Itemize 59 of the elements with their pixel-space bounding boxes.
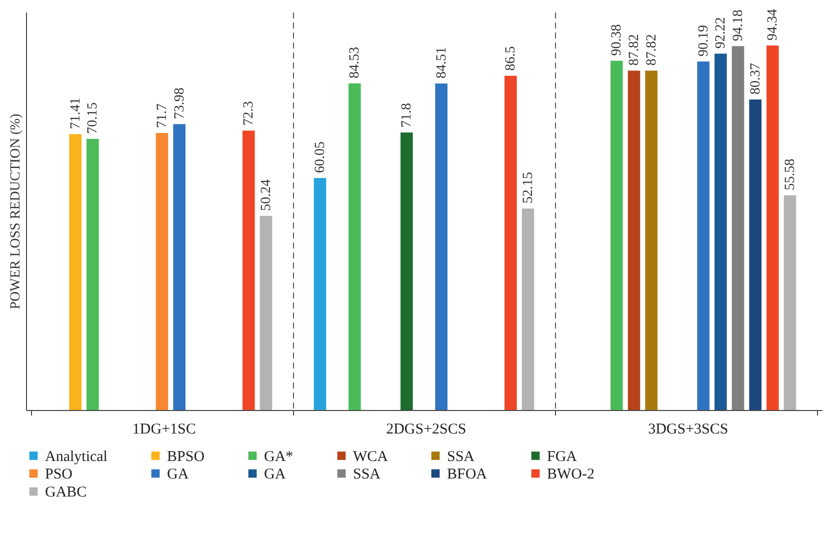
data-label: 71.8 [400, 103, 415, 128]
legend-label: Analytical [45, 448, 108, 465]
data-label: 60.05 [313, 141, 328, 173]
bar [242, 130, 255, 410]
data-label: 55.58 [782, 158, 798, 190]
bar [610, 60, 623, 410]
bar [260, 216, 272, 410]
x-tick-label: 3DGS+3SCS [648, 422, 728, 438]
bar [749, 99, 762, 410]
data-label: 87.82 [627, 34, 642, 66]
legend-label: FGA [547, 448, 578, 465]
bar [173, 124, 186, 410]
bar [314, 178, 326, 410]
legend-label: GA [167, 466, 189, 482]
data-label: 72.3 [242, 101, 257, 126]
data-label: 52.15 [520, 172, 536, 204]
bar [400, 132, 413, 410]
legend-label: BPSO [167, 448, 205, 465]
legend-label: BFOA [447, 466, 488, 482]
legend-label: BWO-2 [547, 466, 594, 482]
legend-label: GA [264, 466, 286, 482]
data-label: 71.41 [68, 98, 84, 130]
data-label: 71.7 [155, 103, 170, 128]
x-tick-label: 2DGS+2SCS [386, 422, 466, 438]
bar [69, 134, 82, 410]
data-label: 90.38 [610, 24, 625, 56]
bar [732, 46, 744, 410]
data-label: 84.51 [434, 46, 450, 78]
data-label: 87.82 [644, 34, 660, 66]
data-label: 80.37 [748, 62, 764, 94]
bar [645, 70, 658, 410]
legend-label: WCA [353, 448, 388, 465]
bar [348, 83, 361, 410]
data-label: 84.53 [348, 46, 363, 78]
data-label: 86.5 [504, 46, 519, 71]
legend-label: GABC [45, 484, 87, 500]
bar [766, 45, 779, 410]
x-tick-label: 1DG+1SC [132, 422, 196, 438]
legend-label: SSA [353, 466, 381, 482]
bar [697, 62, 710, 410]
legend-label: GA* [264, 448, 294, 465]
bar [86, 138, 99, 410]
bar [714, 54, 727, 410]
legend-label: SSA [447, 448, 475, 465]
data-label: 50.24 [258, 179, 274, 211]
bar [156, 132, 168, 410]
data-label: 94.34 [766, 8, 781, 40]
legend-label: PSO [45, 466, 73, 482]
bar [784, 195, 796, 410]
bar [504, 76, 517, 410]
data-label: 73.98 [172, 88, 188, 120]
bar [435, 83, 448, 410]
y-axis-title: POWER LOSS REDUCTION (%) [8, 113, 24, 310]
data-label: 92.22 [714, 17, 729, 49]
data-label: 70.15 [86, 102, 101, 134]
data-label: 90.19 [696, 25, 712, 56]
bar [628, 70, 640, 410]
bar [522, 208, 534, 410]
data-label: 94.18 [730, 10, 746, 42]
